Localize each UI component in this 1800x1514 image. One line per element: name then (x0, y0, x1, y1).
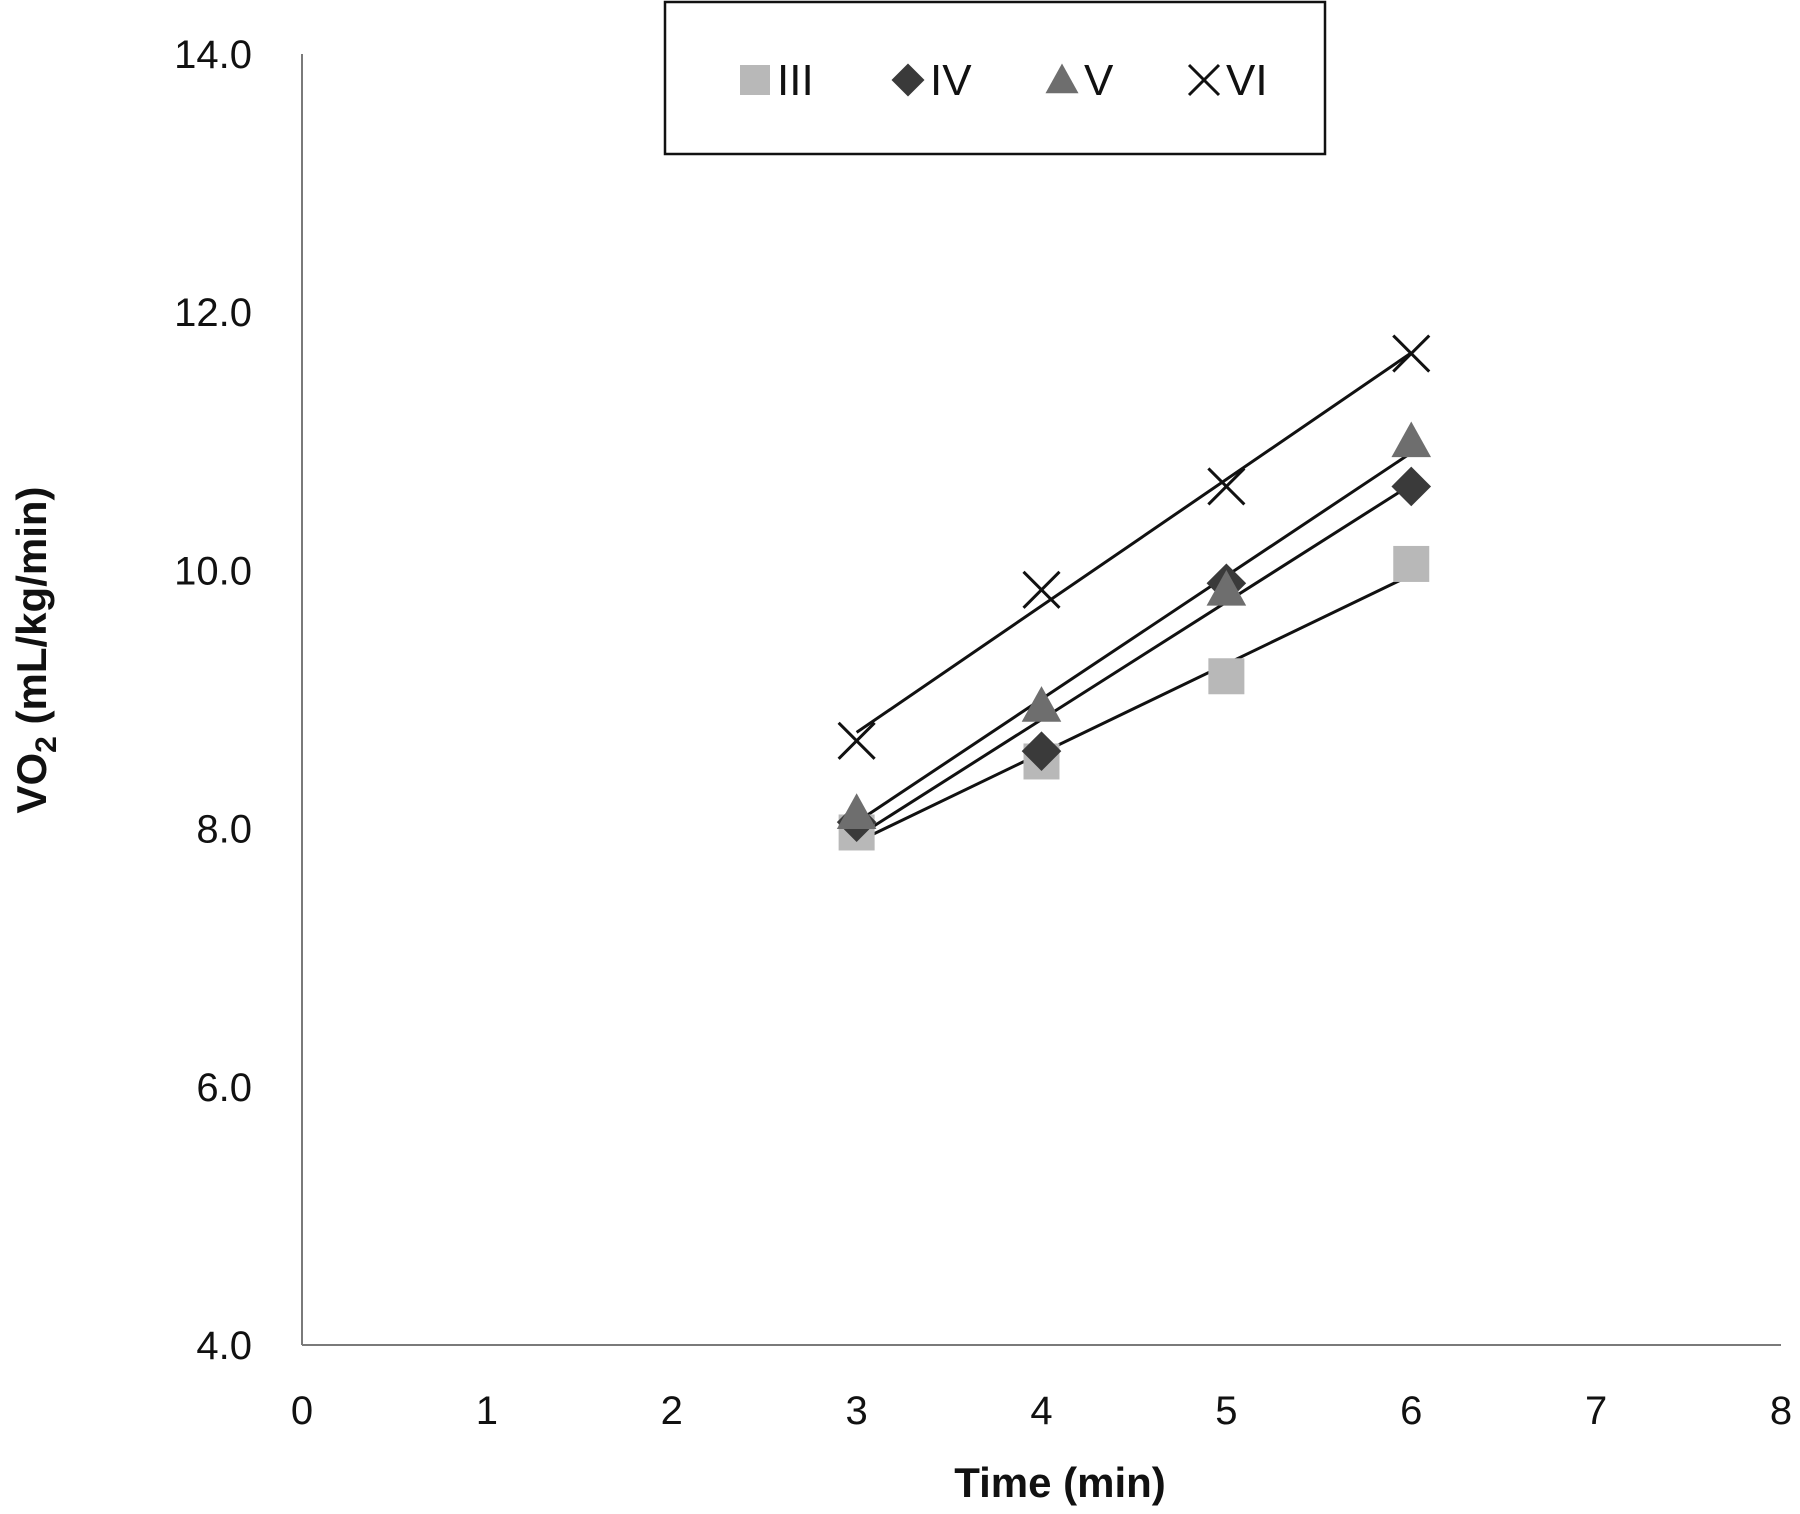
legend-marker-IV (891, 63, 925, 97)
data-points (836, 334, 1432, 851)
legend-label-IV: IV (930, 56, 972, 105)
legend-label-III: III (777, 56, 814, 105)
y-axis-title-subscript: 2 (30, 736, 63, 753)
data-point-V (836, 793, 877, 829)
y-axis-title-suffix: (mL/kg/min) (8, 486, 55, 736)
data-point-IV (1391, 466, 1432, 507)
x-tick-label: 1 (476, 1389, 498, 1433)
y-axis-title-main: VO (8, 753, 55, 814)
y-tick-label: 10.0 (174, 549, 252, 593)
x-tick-label: 5 (1215, 1389, 1237, 1433)
y-axis-title: VO2 (mL/kg/min) (8, 486, 63, 813)
trendline-V (855, 451, 1413, 824)
data-point-III (1393, 545, 1430, 582)
trendline-III (855, 573, 1412, 844)
legend-marker-III (740, 65, 770, 95)
legend-label-V: V (1084, 56, 1114, 105)
y-tick-label: 14.0 (174, 33, 252, 77)
legend-label-VI: VI (1226, 56, 1268, 105)
data-point-VI (1207, 467, 1246, 506)
legend-items: III IV V VI (740, 56, 1268, 105)
trendline-IV (855, 483, 1413, 839)
trendline-VI (855, 351, 1413, 734)
x-tick-label: 6 (1400, 1389, 1422, 1433)
y-tick-label: 8.0 (196, 808, 252, 852)
data-point-IV (1021, 731, 1062, 771)
data-point-VI (837, 721, 876, 760)
data-point-VI (1022, 570, 1061, 609)
tick-labels: 0 1 2 3 4 5 6 7 8 4.0 6.0 8.0 10.0 12.0 14.0 (174, 33, 1792, 1433)
x-tick-label: 4 (1030, 1389, 1052, 1433)
y-tick-label: 6.0 (196, 1066, 252, 1110)
data-point-III (1208, 658, 1245, 695)
axes (301, 54, 1781, 1346)
y-tick-label: 4.0 (196, 1324, 252, 1368)
x-marker-stroke (1207, 467, 1246, 506)
legend-box (663, 0, 1327, 156)
data-point-V (1021, 686, 1062, 722)
y-tick-label: 12.0 (174, 291, 252, 335)
legend-marker-V (1045, 63, 1079, 94)
trendlines (855, 351, 1413, 844)
x-marker-stroke (1187, 63, 1221, 97)
x-tick-label: 0 (291, 1389, 313, 1433)
legend: III IV V VI (663, 0, 1327, 156)
x-marker-stroke (1392, 334, 1431, 373)
x-marker-stroke (1022, 570, 1061, 609)
x-axis-title: Time (min) (954, 1459, 1166, 1506)
x-tick-label: 7 (1585, 1389, 1607, 1433)
legend-marker-VI (1187, 63, 1221, 97)
data-point-V (1206, 569, 1247, 606)
x-marker-stroke (837, 721, 876, 760)
data-point-VI (1392, 334, 1431, 373)
x-tick-label: 3 (846, 1389, 868, 1433)
x-tick-label: 8 (1770, 1389, 1792, 1433)
data-point-V (1391, 421, 1432, 458)
x-tick-label: 2 (661, 1389, 683, 1433)
